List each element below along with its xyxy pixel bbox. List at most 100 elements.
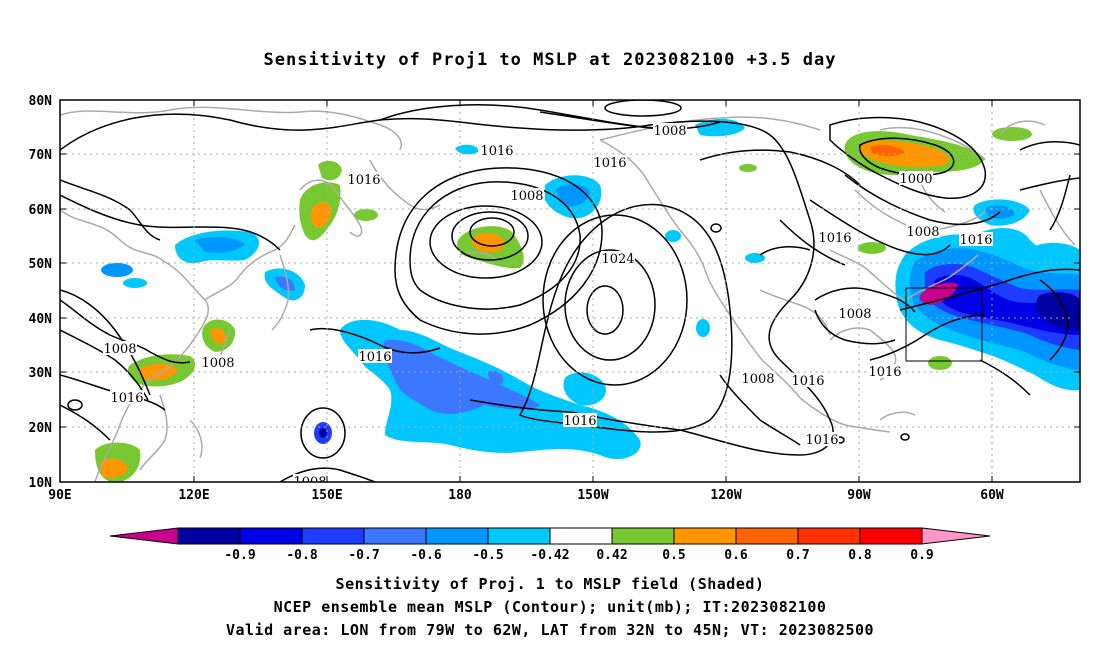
shade-coast-blue2 xyxy=(745,253,765,263)
lat-label: 40N xyxy=(29,312,53,327)
contour-label: 1024 xyxy=(601,252,634,267)
colorbar-box xyxy=(673,527,737,545)
colorbar-box xyxy=(487,527,551,545)
contour-label-bg xyxy=(601,251,635,265)
footer-line-1: Sensitivity of Proj. 1 to MSLP field (Sh… xyxy=(335,575,765,593)
contour-label-bg xyxy=(959,232,993,246)
shade-canada-green xyxy=(739,164,757,172)
lat-label: 30N xyxy=(29,366,53,381)
contour-label: 1000 xyxy=(899,172,932,187)
lon-label: 180 xyxy=(448,488,472,503)
contour-label-bg xyxy=(868,364,902,378)
contour-label: 1016 xyxy=(959,233,992,248)
longitude-labels: 90E 120E 150E 180 150W 120W 90W 60W xyxy=(48,488,1004,503)
shade-japan-blue2 xyxy=(275,276,295,291)
contour-label: 1016 xyxy=(593,156,626,171)
colorbar-label: 0.8 xyxy=(848,548,872,563)
lon-label: 90W xyxy=(847,488,871,503)
contour-label-bg xyxy=(593,155,627,169)
contour-label-bg xyxy=(899,171,933,185)
shade-okhotsk-green xyxy=(318,160,342,181)
shade-pacific-small2 xyxy=(488,370,504,385)
contour-label: 1008 xyxy=(741,372,774,387)
colorbar-label: -0.8 xyxy=(286,548,317,563)
contour-label-bg xyxy=(838,306,872,320)
contour-label-bg xyxy=(653,123,687,137)
contour-label: 1016 xyxy=(818,231,851,246)
footer-line-2: NCEP ensemble mean MSLP (Contour); unit(… xyxy=(273,598,827,616)
lon-label: 150E xyxy=(311,488,342,503)
lat-label: 60N xyxy=(29,203,53,218)
colorbar-label: 0.42 xyxy=(596,548,627,563)
shade-atlantic-green xyxy=(928,356,952,370)
shade-pacific-small xyxy=(563,372,606,406)
contour-label-bg xyxy=(201,355,235,369)
valid-area-box xyxy=(905,287,983,362)
colorbar-box xyxy=(301,527,365,545)
shade-gulf-blue xyxy=(665,230,681,242)
shade-atlantic-negative-l5 xyxy=(1036,292,1080,331)
contour-label: 1008 xyxy=(293,475,326,490)
contour-label: 1008 xyxy=(103,342,136,357)
contour-label: 1008 xyxy=(201,356,234,371)
lat-label: 10N xyxy=(29,476,53,491)
colorbar-label: -0.6 xyxy=(410,548,441,563)
colorbar xyxy=(109,527,991,545)
shade-atlantic-negative-l4 xyxy=(934,274,1080,335)
shade-arctic-green xyxy=(992,127,1032,141)
colorbar-label: -0.7 xyxy=(348,548,379,563)
contour-label: 1016 xyxy=(358,350,391,365)
shade-kamchatka-orange xyxy=(311,202,332,228)
footer-line-3: Valid area: LON from 79W to 62W, LAT fro… xyxy=(225,621,875,639)
colorbar-box xyxy=(611,527,675,545)
colorbar-label: 0.6 xyxy=(724,548,748,563)
contour-label: 1008 xyxy=(838,307,871,322)
lat-label: 50N xyxy=(29,257,53,272)
lon-label: 120E xyxy=(178,488,209,503)
contour-label-bg xyxy=(805,432,839,446)
contour-label-bg xyxy=(563,413,597,427)
colorbar-box xyxy=(549,527,613,545)
contour-label: 1008 xyxy=(653,124,686,139)
shade-china-blue2 xyxy=(123,278,147,288)
colorbar-min-triangle xyxy=(109,527,179,545)
colorbar-label: 0.5 xyxy=(662,548,685,563)
lon-label: 150W xyxy=(577,488,608,503)
shade-arctic-blue xyxy=(455,144,479,155)
colorbar-labels: -0.9 -0.8 -0.7 -0.6 -0.5 -0.42 0.42 0.5 0.6 0.7 0.… xyxy=(224,548,933,563)
contour-label-bg xyxy=(347,172,381,186)
lon-label: 120W xyxy=(710,488,741,503)
latitude-labels: 80N 70N 60N 50N 40N 30N 20N 10N xyxy=(29,94,53,491)
colorbar-box xyxy=(735,527,799,545)
contour-label-bg xyxy=(110,390,144,404)
shade-plains-green xyxy=(858,242,886,254)
contour-label: 1008 xyxy=(510,189,543,204)
contour-label-bg xyxy=(510,188,544,202)
colorbar-label: -0.5 xyxy=(472,548,503,563)
shade-pacific-negative-core xyxy=(383,339,540,414)
shade-coast-blue xyxy=(696,319,710,337)
colorbar-box xyxy=(425,527,489,545)
colorbar-label: -0.42 xyxy=(530,548,569,563)
colorbar-box xyxy=(859,527,923,545)
shade-kuril-green xyxy=(354,209,378,221)
shade-aleutian-positive-core xyxy=(471,233,505,253)
shade-korea-orange xyxy=(210,328,226,344)
lat-label: 80N xyxy=(29,94,53,109)
colorbar-max-triangle xyxy=(921,527,991,545)
contour-label: 1016 xyxy=(805,433,838,448)
contour-label-bg xyxy=(103,341,137,355)
contour-label: 1016 xyxy=(347,173,380,188)
shade-greenland-orange2 xyxy=(870,145,905,157)
contour-label: 1016 xyxy=(110,391,143,406)
contour-label-bg xyxy=(741,371,775,385)
colorbar-box xyxy=(363,527,427,545)
contour-label-bg xyxy=(906,224,940,238)
lat-label: 70N xyxy=(29,148,53,163)
colorbar-label: 0.7 xyxy=(786,548,809,563)
colorbar-label: 0.9 xyxy=(910,548,933,563)
shade-west-pacific-dot-core xyxy=(319,428,327,438)
coastlines xyxy=(60,106,1076,482)
contour-label-bg xyxy=(358,349,392,363)
